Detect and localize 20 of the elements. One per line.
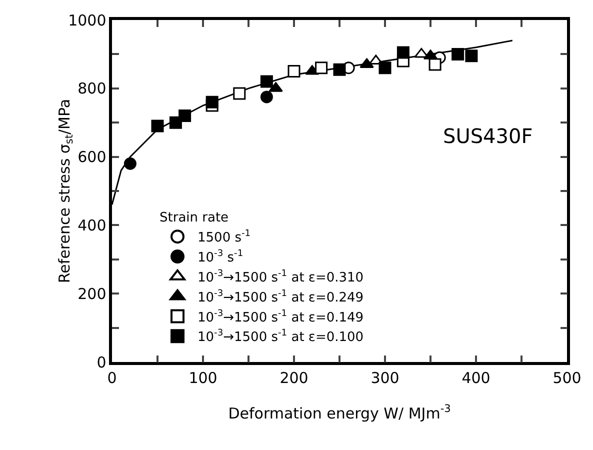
y-tick-label: 200 bbox=[78, 284, 106, 303]
x-tick-label: 200 bbox=[280, 368, 308, 387]
x-tick-label: 400 bbox=[462, 368, 490, 387]
legend-label: 1500 s$^{-1}$ bbox=[198, 229, 251, 246]
legend-label: 10$^{-3}$ s$^{-1}$ bbox=[198, 249, 244, 266]
legend-label: 10$^{-3}$→1500 s$^{-1}$ at ε=0.149 bbox=[198, 308, 364, 326]
legend-label: 10$^{-3}$→1500 s$^{-1}$ at ε=0.310 bbox=[198, 269, 364, 286]
x-tick-label: 500 bbox=[552, 368, 582, 387]
legend-title: Strain rate bbox=[160, 210, 229, 226]
legend-label: 10$^{-3}$→1500 s$^{-1}$ at ε=0.249 bbox=[198, 288, 364, 306]
annotation: SUS430F bbox=[443, 124, 533, 148]
legend-label: 10$^{-3}$→1500 s$^{-1}$ at ε=0.100 bbox=[198, 328, 364, 346]
y-tick-label: 800 bbox=[78, 80, 106, 98]
y-tick-label: 1000 bbox=[68, 11, 106, 30]
y-tick-label: 600 bbox=[78, 148, 106, 166]
x-axis-title: Deformation energy W/ MJm$^{-3}$ bbox=[228, 403, 451, 422]
x-tick-label: 300 bbox=[370, 368, 400, 387]
y-tick-label: 0 bbox=[96, 353, 106, 372]
y-tick-label: 400 bbox=[78, 216, 106, 234]
x-tick-label: 100 bbox=[188, 368, 218, 387]
